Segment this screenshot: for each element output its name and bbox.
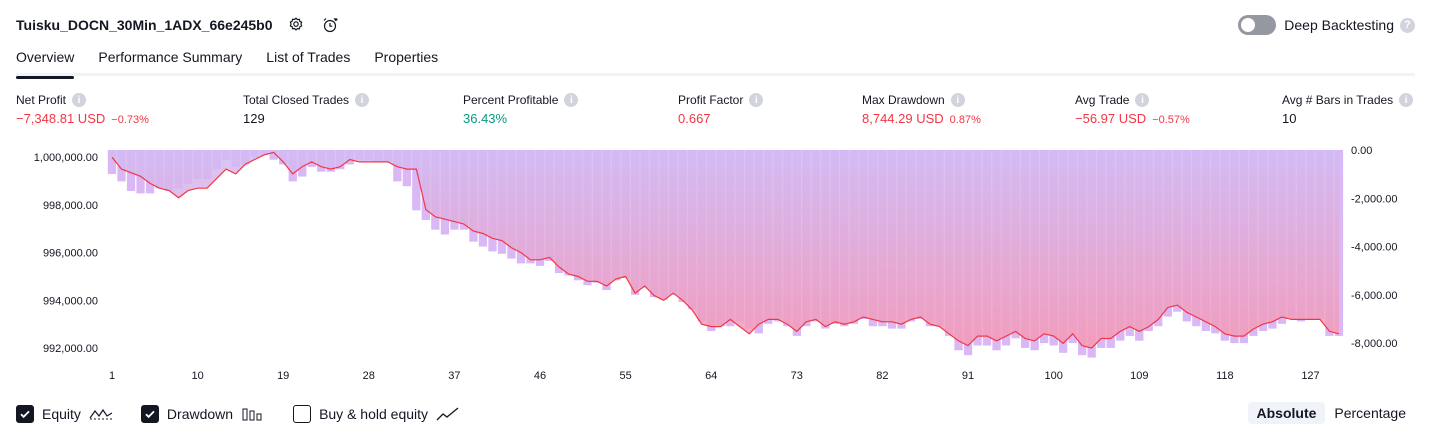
stat-profit-factor: Profit Factor i 0.667 <box>678 93 764 126</box>
stat-net-profit: Net Profit i −7,348.81 USD −0.73% <box>16 93 149 126</box>
chart-axes: 1,000,000.00 998,000.00 996,000.00 994,000.… <box>34 145 1398 382</box>
stat-max-drawdown: Max Drawdown i 8,744.29 USD 0.87% <box>862 93 981 126</box>
question-icon[interactable]: i <box>564 93 579 107</box>
question-icon[interactable]: i <box>355 93 370 107</box>
legend-drawdown-checkbox[interactable]: Drawdown <box>140 405 265 423</box>
drawdown-bar <box>412 150 421 211</box>
stat-percent: −0.73% <box>111 114 149 126</box>
equity-drawdown-area <box>112 150 1339 349</box>
x-axis-tick-label: 19 <box>277 370 289 382</box>
stat-label: Max Drawdown <box>862 93 945 107</box>
equity-drawdown-chart[interactable]: 1,000,000.00 998,000.00 996,000.00 994,000.… <box>0 140 1431 395</box>
stat-avg-trade: Avg Trade i −56.97 USD −0.57% <box>1075 93 1190 126</box>
stat-value: −7,348.81 USD <box>16 111 106 126</box>
equity-line-icon <box>89 408 113 420</box>
x-axis-tick-label: 100 <box>1045 370 1063 382</box>
chart-legend: Equity Drawdown Buy & hold equity Absolu… <box>16 402 1415 426</box>
left-axis-tick-label: 998,000.00 <box>43 200 98 212</box>
x-axis-tick-label: 28 <box>363 370 375 382</box>
stat-label: Avg Trade <box>1075 93 1130 107</box>
right-axis-tick-label: -6,000.00 <box>1351 290 1397 302</box>
deep-backtesting: Deep Backtesting ? <box>1238 12 1415 38</box>
tab-overview[interactable]: Overview <box>16 46 75 79</box>
x-axis-tick-label: 46 <box>534 370 546 382</box>
question-icon[interactable]: i <box>950 93 965 107</box>
percentage-button[interactable]: Percentage <box>1334 405 1406 421</box>
x-axis-tick-label: 109 <box>1130 370 1148 382</box>
stat-value: 129 <box>243 111 265 126</box>
stat-value: 36.43% <box>463 111 508 126</box>
question-icon[interactable]: i <box>749 93 764 107</box>
right-axis-tick-label: -2,000.00 <box>1351 193 1397 205</box>
stat-value: 10 <box>1282 111 1297 126</box>
stat-value: −56.97 USD <box>1075 111 1147 126</box>
equity-area <box>112 150 1339 349</box>
drawdown-bars-icon <box>242 408 262 421</box>
x-axis-tick-label: 55 <box>619 370 631 382</box>
settings-gear-icon[interactable] <box>285 14 307 36</box>
legend-label: Drawdown <box>166 406 234 422</box>
stat-avg-bars: Avg # Bars in Trades i 10 <box>1282 93 1414 126</box>
legend-label: Buy & hold equity <box>319 406 429 422</box>
left-axis-tick-label: 996,000.00 <box>43 248 98 260</box>
question-icon[interactable]: i <box>72 93 87 107</box>
stat-percent: 0.87% <box>949 114 981 126</box>
x-axis-tick-label: 1 <box>109 370 115 382</box>
question-icon[interactable]: ? <box>1400 17 1415 33</box>
question-icon[interactable]: i <box>1399 93 1414 107</box>
x-axis-tick-label: 73 <box>791 370 803 382</box>
scale-toggle: Absolute Percentage <box>1247 402 1416 424</box>
strategy-header: Tuisku_DOCN_30Min_1ADX_66e245b0 Deep Bac… <box>16 12 1415 38</box>
stats-row: Net Profit i −7,348.81 USD −0.73% Total Cl… <box>16 93 1415 133</box>
right-axis-tick-label: -8,000.00 <box>1351 338 1397 350</box>
drawdown-bar <box>269 150 278 160</box>
left-axis-tick-label: 992,000.00 <box>43 343 98 355</box>
stat-label: Total Closed Trades <box>243 93 350 107</box>
x-axis-tick-label: 91 <box>962 370 974 382</box>
stat-value: 0.667 <box>678 111 711 126</box>
stat-label: Profit Factor <box>678 93 744 107</box>
left-axis-tick-label: 994,000.00 <box>43 295 98 307</box>
stat-percent: −0.57% <box>1152 114 1190 126</box>
drawdown-bar <box>107 150 117 175</box>
equity-line <box>111 151 1340 349</box>
x-axis-tick-label: 127 <box>1301 370 1319 382</box>
x-axis-tick-label: 118 <box>1216 370 1234 382</box>
legend-buy-hold-checkbox[interactable]: Buy & hold equity <box>293 405 460 423</box>
equity-line-layer <box>111 151 1340 349</box>
stat-value: 8,744.29 USD <box>862 111 944 126</box>
tab-list-of-trades[interactable]: List of Trades <box>266 49 351 65</box>
deep-backtesting-toggle[interactable] <box>1238 15 1277 35</box>
stat-total-closed-trades: Total Closed Trades i 129 <box>243 93 370 126</box>
stat-label: Percent Profitable <box>463 93 559 107</box>
checkbox-checked-icon[interactable] <box>140 405 159 423</box>
x-axis-tick-label: 64 <box>705 370 717 382</box>
right-axis-tick-label: -4,000.00 <box>1351 242 1397 254</box>
x-axis-tick-label: 10 <box>191 370 203 382</box>
question-icon[interactable]: i <box>1135 93 1150 107</box>
stat-label: Net Profit <box>16 93 67 107</box>
alarm-clock-icon[interactable] <box>319 14 341 36</box>
x-axis-tick-label: 37 <box>448 370 460 382</box>
absolute-button[interactable]: Absolute <box>1247 402 1326 424</box>
right-axis-tick-label: 0.00 <box>1351 145 1372 157</box>
buy-hold-line-icon <box>436 407 459 421</box>
checkbox-checked-icon[interactable] <box>16 405 34 423</box>
tab-performance-summary[interactable]: Performance Summary <box>98 49 243 65</box>
legend-label: Equity <box>42 406 81 422</box>
checkbox-unchecked-icon[interactable] <box>293 405 312 423</box>
stat-percent-profitable: Percent Profitable i 36.43% <box>463 93 579 126</box>
strategy-name: Tuisku_DOCN_30Min_1ADX_66e245b0 <box>16 17 273 33</box>
report-tabs: Overview Performance Summary List of Tra… <box>16 46 1415 79</box>
left-axis-tick-label: 1,000,000.00 <box>34 152 98 164</box>
legend-equity-checkbox[interactable]: Equity <box>16 405 113 423</box>
stat-label: Avg # Bars in Trades <box>1282 93 1394 107</box>
tab-properties[interactable]: Properties <box>374 49 439 65</box>
x-axis-tick-label: 82 <box>876 370 888 382</box>
deep-backtesting-label: Deep Backtesting <box>1284 17 1394 33</box>
